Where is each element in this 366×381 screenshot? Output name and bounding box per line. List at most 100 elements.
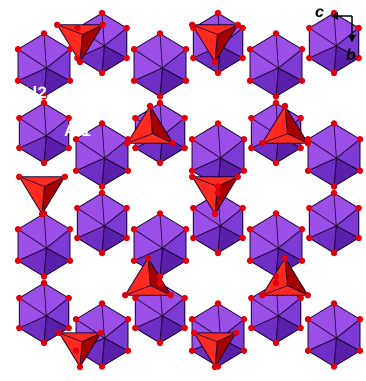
oxygen-atom: [272, 99, 280, 107]
octahedron-face-shaded: [277, 48, 303, 82]
oxygen-atom: [132, 114, 139, 122]
b-axis-arrowhead: [348, 35, 356, 42]
tetrahedron-edge: [127, 133, 153, 144]
octahedron-face-shaded: [249, 247, 279, 277]
octahedron-face-shaded: [103, 138, 129, 172]
oxygen-atom: [124, 347, 132, 354]
octahedron-face-shaded: [219, 27, 244, 59]
octahedron-edge: [133, 228, 163, 249]
tetrahedron-edge: [125, 285, 151, 296]
oxygen-atom: [214, 9, 222, 17]
oxygen-atom: [190, 329, 198, 337]
octahedron-face-shaded: [308, 225, 337, 254]
octahedron-face-shaded: [133, 67, 163, 97]
octahedron-face-shaded: [161, 48, 187, 82]
sio4-tetrahedron: [261, 105, 309, 144]
oxygen-atom: [259, 292, 266, 299]
oxygen-atom: [190, 54, 197, 62]
oxygen-atom: [181, 294, 188, 302]
oxygen-atom: [330, 189, 338, 197]
oxygen-atom: [16, 144, 23, 152]
oxygen-atom: [72, 167, 80, 174]
alo6-octahedron: [192, 192, 244, 254]
oxygen-atom: [240, 347, 248, 354]
sio4-tetrahedron: [56, 24, 104, 63]
octahedron-edge: [43, 213, 47, 249]
octahedron-face-shaded: [307, 157, 337, 187]
oxygen-atom: [297, 144, 304, 152]
octahedron-face-shaded: [307, 337, 337, 367]
oxygen-atom: [124, 316, 132, 323]
oxygen-atom: [98, 363, 106, 370]
oxygen-atom: [298, 77, 306, 84]
oxygen-atom: [16, 173, 23, 180]
oxygen-atom: [281, 102, 289, 110]
oxygen-atom: [98, 183, 106, 190]
alo6-octahedron: [133, 213, 187, 277]
tetrahedron-edge: [57, 24, 83, 35]
oxygen-atom: [182, 257, 190, 264]
oxygen-atom: [298, 257, 306, 264]
oxygen-atom: [239, 24, 246, 32]
oxygen-atom: [214, 300, 222, 307]
oxygen-atom: [98, 249, 106, 257]
oxygen-atom: [248, 114, 255, 122]
oxygen-atom: [214, 249, 222, 257]
oxygen-atom: [14, 226, 22, 233]
alo6-octahedron: [307, 123, 361, 187]
oxygen-atom: [123, 54, 130, 62]
octahedron-face-shaded: [18, 135, 47, 164]
al1-label: Al1: [64, 121, 92, 140]
oxygen-atom: [76, 363, 84, 371]
oxygen-atom: [98, 9, 106, 17]
oxygen-atom: [304, 140, 311, 147]
octahedron-edge: [101, 13, 105, 46]
octahedron-edge: [75, 138, 105, 159]
oxygen-atom: [99, 21, 107, 28]
tetrahedron-face-shaded: [214, 332, 237, 368]
oxygen-atom: [330, 249, 338, 257]
oxygen-atom: [65, 144, 72, 152]
octahedron-edge: [249, 48, 279, 69]
oxygen-atom: [72, 347, 80, 354]
tetrahedron-edge: [262, 133, 288, 144]
oxygen-atom: [40, 99, 48, 107]
tetrahedron-face-shaded: [149, 105, 174, 144]
alo6-octahedron: [134, 282, 186, 344]
octahedron-edge: [17, 228, 47, 249]
oxygen-atom: [356, 136, 364, 143]
oxygen-atom: [182, 77, 190, 84]
oxygen-atom: [356, 347, 364, 354]
oxygen-atom: [330, 120, 338, 127]
alo6-octahedron: [17, 213, 71, 277]
octahedron-face-shaded: [17, 247, 47, 277]
octahedron-face-shaded: [308, 45, 337, 74]
tetrahedron-edge: [193, 332, 218, 343]
octahedron-edge: [275, 213, 279, 249]
tetrahedron-face-shaded: [79, 24, 104, 63]
oxygen-atom: [122, 292, 129, 299]
octahedron-face-shaded: [75, 157, 105, 187]
alo6-octahedron: [307, 303, 361, 367]
alo6-octahedron: [18, 102, 70, 164]
oxygen-atom: [330, 363, 338, 370]
oxygen-atom: [272, 30, 280, 37]
oxygen-atom: [214, 69, 222, 77]
oxygen-atom: [330, 300, 338, 307]
oxygen-atom: [74, 24, 81, 32]
tetrahedron-edge: [262, 285, 288, 296]
oxygen-atom: [132, 324, 139, 332]
oxygen-atom: [54, 21, 61, 28]
octahedron-face-shaded: [277, 297, 302, 329]
oxygen-atom: [146, 102, 154, 110]
octahedron-face-shaded: [76, 225, 105, 254]
oxygen-atom: [55, 329, 63, 337]
oxygen-atom: [124, 167, 132, 174]
octahedron-face-shaded: [76, 45, 105, 74]
oxygen-atom: [246, 257, 254, 264]
oxygen-atom: [130, 257, 138, 264]
sio4-tetrahedron: [191, 24, 239, 63]
octahedron-face-shaded: [161, 297, 186, 329]
oxygen-atom: [65, 114, 72, 122]
oxygen-atom: [16, 294, 23, 302]
